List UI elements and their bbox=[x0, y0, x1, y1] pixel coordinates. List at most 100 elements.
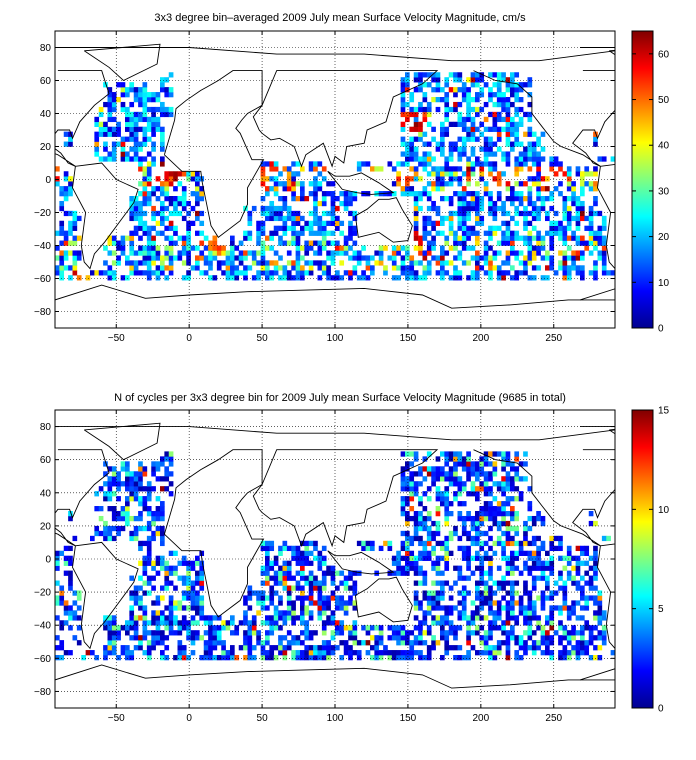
heatmap-cell bbox=[440, 151, 445, 157]
heatmap-cell bbox=[475, 590, 480, 596]
heatmap-cell bbox=[435, 77, 441, 83]
heatmap-cell bbox=[566, 650, 572, 656]
heatmap-cell bbox=[549, 655, 555, 661]
heatmap-cell bbox=[545, 255, 550, 261]
heatmap-cell bbox=[466, 245, 471, 251]
heatmap-cell bbox=[409, 471, 415, 477]
colorbar-tick-label: 15 bbox=[658, 406, 670, 417]
heatmap-cell bbox=[597, 240, 603, 246]
heatmap-cell bbox=[431, 560, 436, 566]
heatmap-cell bbox=[76, 595, 82, 601]
heatmap-cell bbox=[278, 240, 283, 246]
heatmap-cell bbox=[168, 72, 174, 78]
heatmap-cell bbox=[142, 245, 148, 251]
heatmap-cell bbox=[265, 245, 270, 251]
heatmap-cell bbox=[575, 235, 581, 241]
heatmap-cell bbox=[177, 605, 183, 611]
heatmap-cell bbox=[260, 245, 266, 251]
heatmap-cell bbox=[435, 456, 441, 462]
heatmap-cell bbox=[426, 220, 432, 226]
heatmap-cell bbox=[418, 131, 423, 137]
heatmap-cell bbox=[129, 260, 135, 266]
heatmap-cell bbox=[265, 275, 270, 281]
heatmap-cell bbox=[571, 260, 576, 266]
heatmap-cell bbox=[479, 146, 485, 152]
heatmap-cell bbox=[422, 235, 428, 241]
heatmap-cell bbox=[142, 97, 148, 103]
heatmap-cell bbox=[111, 620, 117, 626]
heatmap-cell bbox=[173, 600, 178, 606]
heatmap-cell bbox=[321, 580, 327, 586]
heatmap-cell bbox=[142, 501, 148, 507]
heatmap-cell bbox=[575, 255, 581, 261]
heatmap-cell bbox=[243, 230, 248, 236]
heatmap-cell bbox=[317, 615, 323, 621]
heatmap-cell bbox=[457, 87, 463, 93]
heatmap-cell bbox=[562, 630, 568, 636]
heatmap-cell bbox=[457, 220, 463, 226]
heatmap-cell bbox=[203, 260, 209, 266]
heatmap-cell bbox=[531, 275, 537, 281]
heatmap-cell bbox=[475, 156, 480, 162]
heatmap-cell bbox=[260, 250, 266, 256]
heatmap-cell bbox=[308, 161, 314, 167]
heatmap-cell bbox=[457, 235, 463, 241]
heatmap-cell bbox=[164, 565, 170, 571]
heatmap-cell bbox=[129, 655, 135, 661]
heatmap-cell bbox=[295, 255, 301, 261]
heatmap-cell bbox=[440, 570, 445, 576]
heatmap-cell bbox=[273, 260, 279, 266]
heatmap-cell bbox=[461, 585, 467, 591]
heatmap-cell bbox=[457, 575, 463, 581]
heatmap-cell bbox=[492, 116, 498, 123]
heatmap-cell bbox=[431, 620, 436, 626]
heatmap-cell bbox=[422, 275, 428, 281]
heatmap-cell bbox=[155, 245, 161, 251]
heatmap-cell bbox=[160, 476, 165, 482]
heatmap-cell bbox=[304, 655, 310, 661]
heatmap-cell bbox=[571, 635, 576, 641]
heatmap-cell bbox=[282, 545, 288, 552]
heatmap-cell bbox=[549, 540, 555, 547]
heatmap-cell bbox=[505, 615, 511, 621]
heatmap-cell bbox=[181, 595, 187, 601]
heatmap-cell bbox=[448, 625, 454, 631]
heatmap-cell bbox=[527, 146, 533, 152]
heatmap-cell bbox=[505, 82, 511, 88]
heatmap-cell bbox=[588, 215, 594, 222]
heatmap-cell bbox=[396, 176, 401, 182]
heatmap-cell bbox=[422, 111, 428, 118]
heatmap-cell bbox=[496, 265, 502, 271]
heatmap-cell bbox=[243, 235, 248, 241]
heatmap-cell bbox=[164, 87, 170, 93]
heatmap-cell bbox=[330, 590, 336, 596]
heatmap-cell bbox=[453, 496, 458, 502]
heatmap-cell bbox=[413, 176, 419, 182]
heatmap-cell bbox=[545, 575, 550, 581]
heatmap-cell bbox=[142, 270, 148, 276]
heatmap-cell bbox=[142, 111, 148, 118]
heatmap-cell bbox=[160, 565, 165, 571]
heatmap-cell bbox=[173, 200, 178, 207]
heatmap-cell bbox=[190, 630, 196, 636]
heatmap-cell bbox=[142, 171, 148, 177]
heatmap-cell bbox=[374, 250, 380, 256]
heatmap-cell bbox=[129, 230, 135, 236]
heatmap-cell bbox=[440, 275, 445, 281]
heatmap-cell bbox=[562, 600, 568, 606]
heatmap-cell bbox=[466, 535, 471, 542]
heatmap-cell bbox=[291, 161, 296, 167]
heatmap-cell bbox=[125, 106, 130, 113]
heatmap-cell bbox=[221, 655, 226, 661]
heatmap-cell bbox=[68, 136, 73, 142]
heatmap-cell bbox=[488, 630, 493, 636]
heatmap-cell bbox=[453, 471, 458, 477]
heatmap-cell bbox=[422, 97, 428, 103]
heatmap-cell bbox=[405, 461, 410, 467]
heatmap-cell bbox=[391, 265, 397, 271]
heatmap-cell bbox=[422, 456, 428, 462]
heatmap-cell bbox=[120, 146, 126, 152]
heatmap-cell bbox=[273, 191, 279, 197]
heatmap-cell bbox=[409, 176, 415, 182]
heatmap-cell bbox=[405, 87, 410, 93]
